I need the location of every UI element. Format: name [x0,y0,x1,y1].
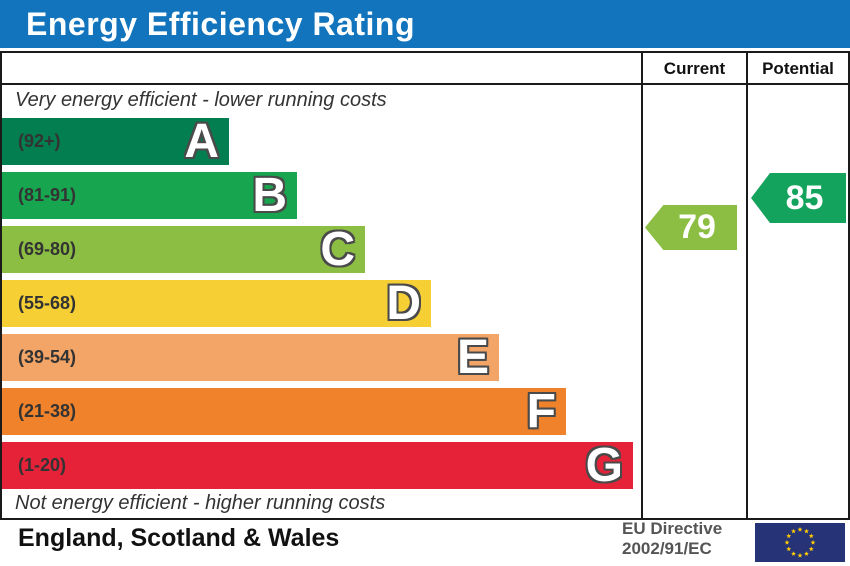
current-column-header: Current [663,59,726,78]
band-letter: A [184,115,219,168]
band-range-label: (1-20) [18,455,67,475]
bottom-caption: Not energy efficient - higher running co… [15,492,386,514]
band-row-E: (39-54) E [2,331,499,384]
band-row-F: (21-38) F [2,385,566,438]
eu-directive-line1: EU Directive [622,519,723,538]
current-rating-value: 79 [678,208,716,246]
band-row-C: (69-80) C [2,223,365,276]
band-row-A: (92+) A [2,115,229,168]
band-letter: E [456,331,489,384]
band-letter: D [386,277,421,330]
region-label: England, Scotland & Wales [18,524,340,552]
band-range-label: (39-54) [18,347,77,367]
potential-column-header: Potential [762,59,834,78]
page-title: Energy Efficiency Rating [26,5,415,42]
band-letter: B [252,169,287,222]
band-range-label: (55-68) [18,293,77,313]
band-row-G: (1-20) G [2,439,633,492]
current-column-divider [641,51,643,518]
eu-directive-line2: 2002/91/EC [622,539,712,558]
band-letter: F [526,385,556,438]
eu-flag-icon [755,523,845,562]
potential-rating-value: 85 [785,178,824,217]
band-row-B: (81-91) B [2,169,297,222]
band-letter: C [320,223,355,276]
band-letter: G [585,439,623,492]
potential-rating-arrow: 85 [751,173,846,223]
potential-column-divider [746,51,748,518]
band-range-label: (69-80) [18,239,77,259]
band-row-D: (55-68) D [2,277,431,330]
current-rating-arrow: 79 [645,205,737,250]
title-bar: Energy Efficiency Rating [0,0,850,48]
band-range-label: (21-38) [18,401,77,421]
band-range-label: (92+) [18,131,61,151]
header-divider [0,83,850,85]
top-caption: Very energy efficient - lower running co… [15,89,387,111]
eu-directive-label: EU Directive 2002/91/EC [600,519,742,559]
band-range-label: (81-91) [18,185,77,205]
